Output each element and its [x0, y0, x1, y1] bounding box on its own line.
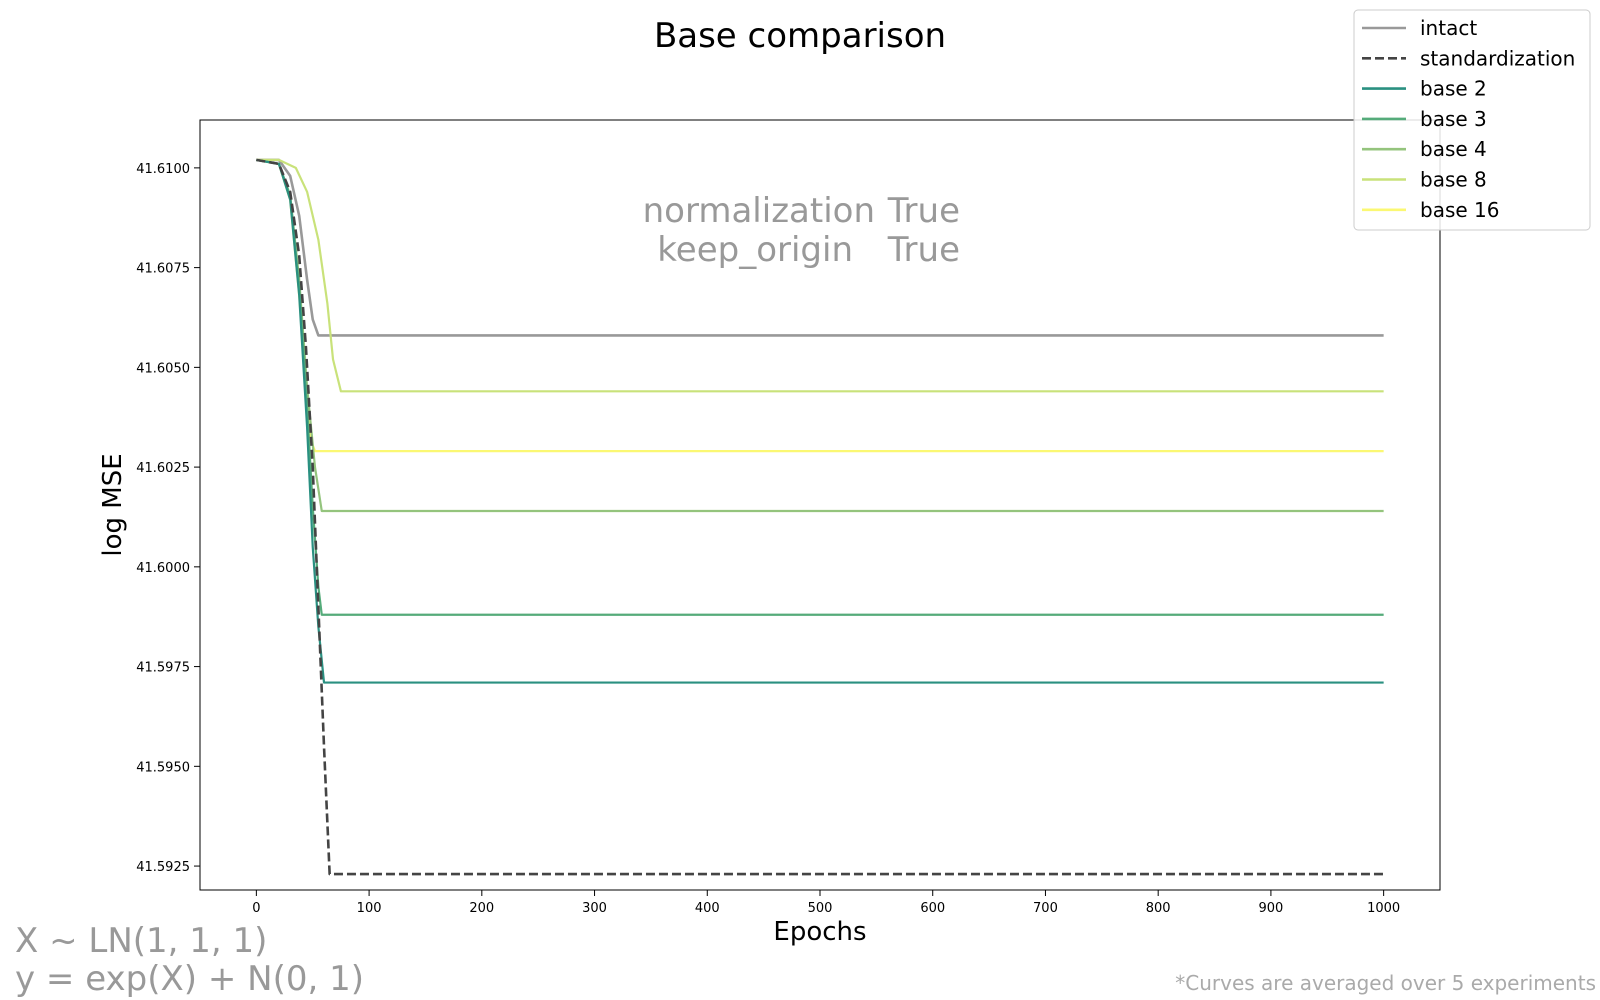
y-tick-label: 41.6050 — [136, 361, 190, 376]
legend: intact standardization base 2 base 3 base 4 b… — [1353, 9, 1591, 231]
chart-title: Base comparison — [654, 16, 946, 56]
y-tick-label: 41.6000 — [136, 561, 190, 576]
x-tick-label: 100 — [357, 901, 382, 916]
x-tick-label: 600 — [920, 901, 945, 916]
y-axis-title: log MSE — [98, 453, 128, 556]
y-axis: 41.5925 41.5950 41.5975 41.6000 41.6025 41.60… — [136, 162, 200, 875]
series-line-base-2 — [256, 158, 1384, 684]
y-tick-label: 41.6075 — [136, 262, 190, 277]
x-tick-label: 700 — [1033, 901, 1058, 916]
legend-label: base 16 — [1420, 198, 1499, 222]
x-tick-label: 900 — [1258, 901, 1283, 916]
x-tick-label: 300 — [582, 901, 607, 916]
x-tick-label: 0 — [252, 901, 260, 916]
x-tick-label: 400 — [695, 901, 720, 916]
series-lines — [256, 158, 1384, 876]
y-tick-label: 41.6025 — [136, 461, 190, 476]
y-tick-label: 41.5975 — [136, 661, 190, 676]
legend-label: base 8 — [1420, 168, 1487, 192]
x-tick-label: 500 — [808, 901, 833, 916]
series-line-base-8 — [256, 158, 1384, 393]
legend-label: standardization — [1420, 46, 1575, 70]
legend-label: base 4 — [1420, 137, 1487, 161]
y-tick-label: 41.6100 — [136, 162, 190, 177]
x-axis: 0 100 200 300 400 500 600 700 800 900 1000 — [252, 890, 1400, 916]
legend-label: intact — [1420, 16, 1477, 40]
legend-label: base 2 — [1420, 77, 1487, 101]
x-tick-label: 1000 — [1367, 901, 1400, 916]
x-tick-label: 800 — [1146, 901, 1171, 916]
series-line-intact — [256, 158, 1384, 337]
normalization-value: True — [887, 191, 960, 231]
normalization-label: normalization — [643, 191, 875, 231]
keep-origin-value: True — [887, 230, 960, 270]
formula-line-1: X ~ LN(1, 1, 1) — [15, 921, 267, 961]
footnote: *Curves are averaged over 5 experiments — [1175, 971, 1596, 995]
legend-frame — [1353, 9, 1591, 231]
x-tick-label: 200 — [469, 901, 494, 916]
x-axis-title: Epochs — [773, 917, 866, 947]
y-tick-label: 41.5950 — [136, 760, 190, 775]
legend-label: base 3 — [1420, 107, 1487, 131]
formula-line-2: y = exp(X) + N(0, 1) — [15, 959, 364, 999]
plot-area — [199, 119, 1441, 891]
keep-origin-label: keep_origin — [657, 230, 853, 270]
y-tick-label: 41.5925 — [136, 860, 190, 875]
legend-items: intact standardization base 2 base 3 base 4 b… — [1362, 16, 1575, 222]
